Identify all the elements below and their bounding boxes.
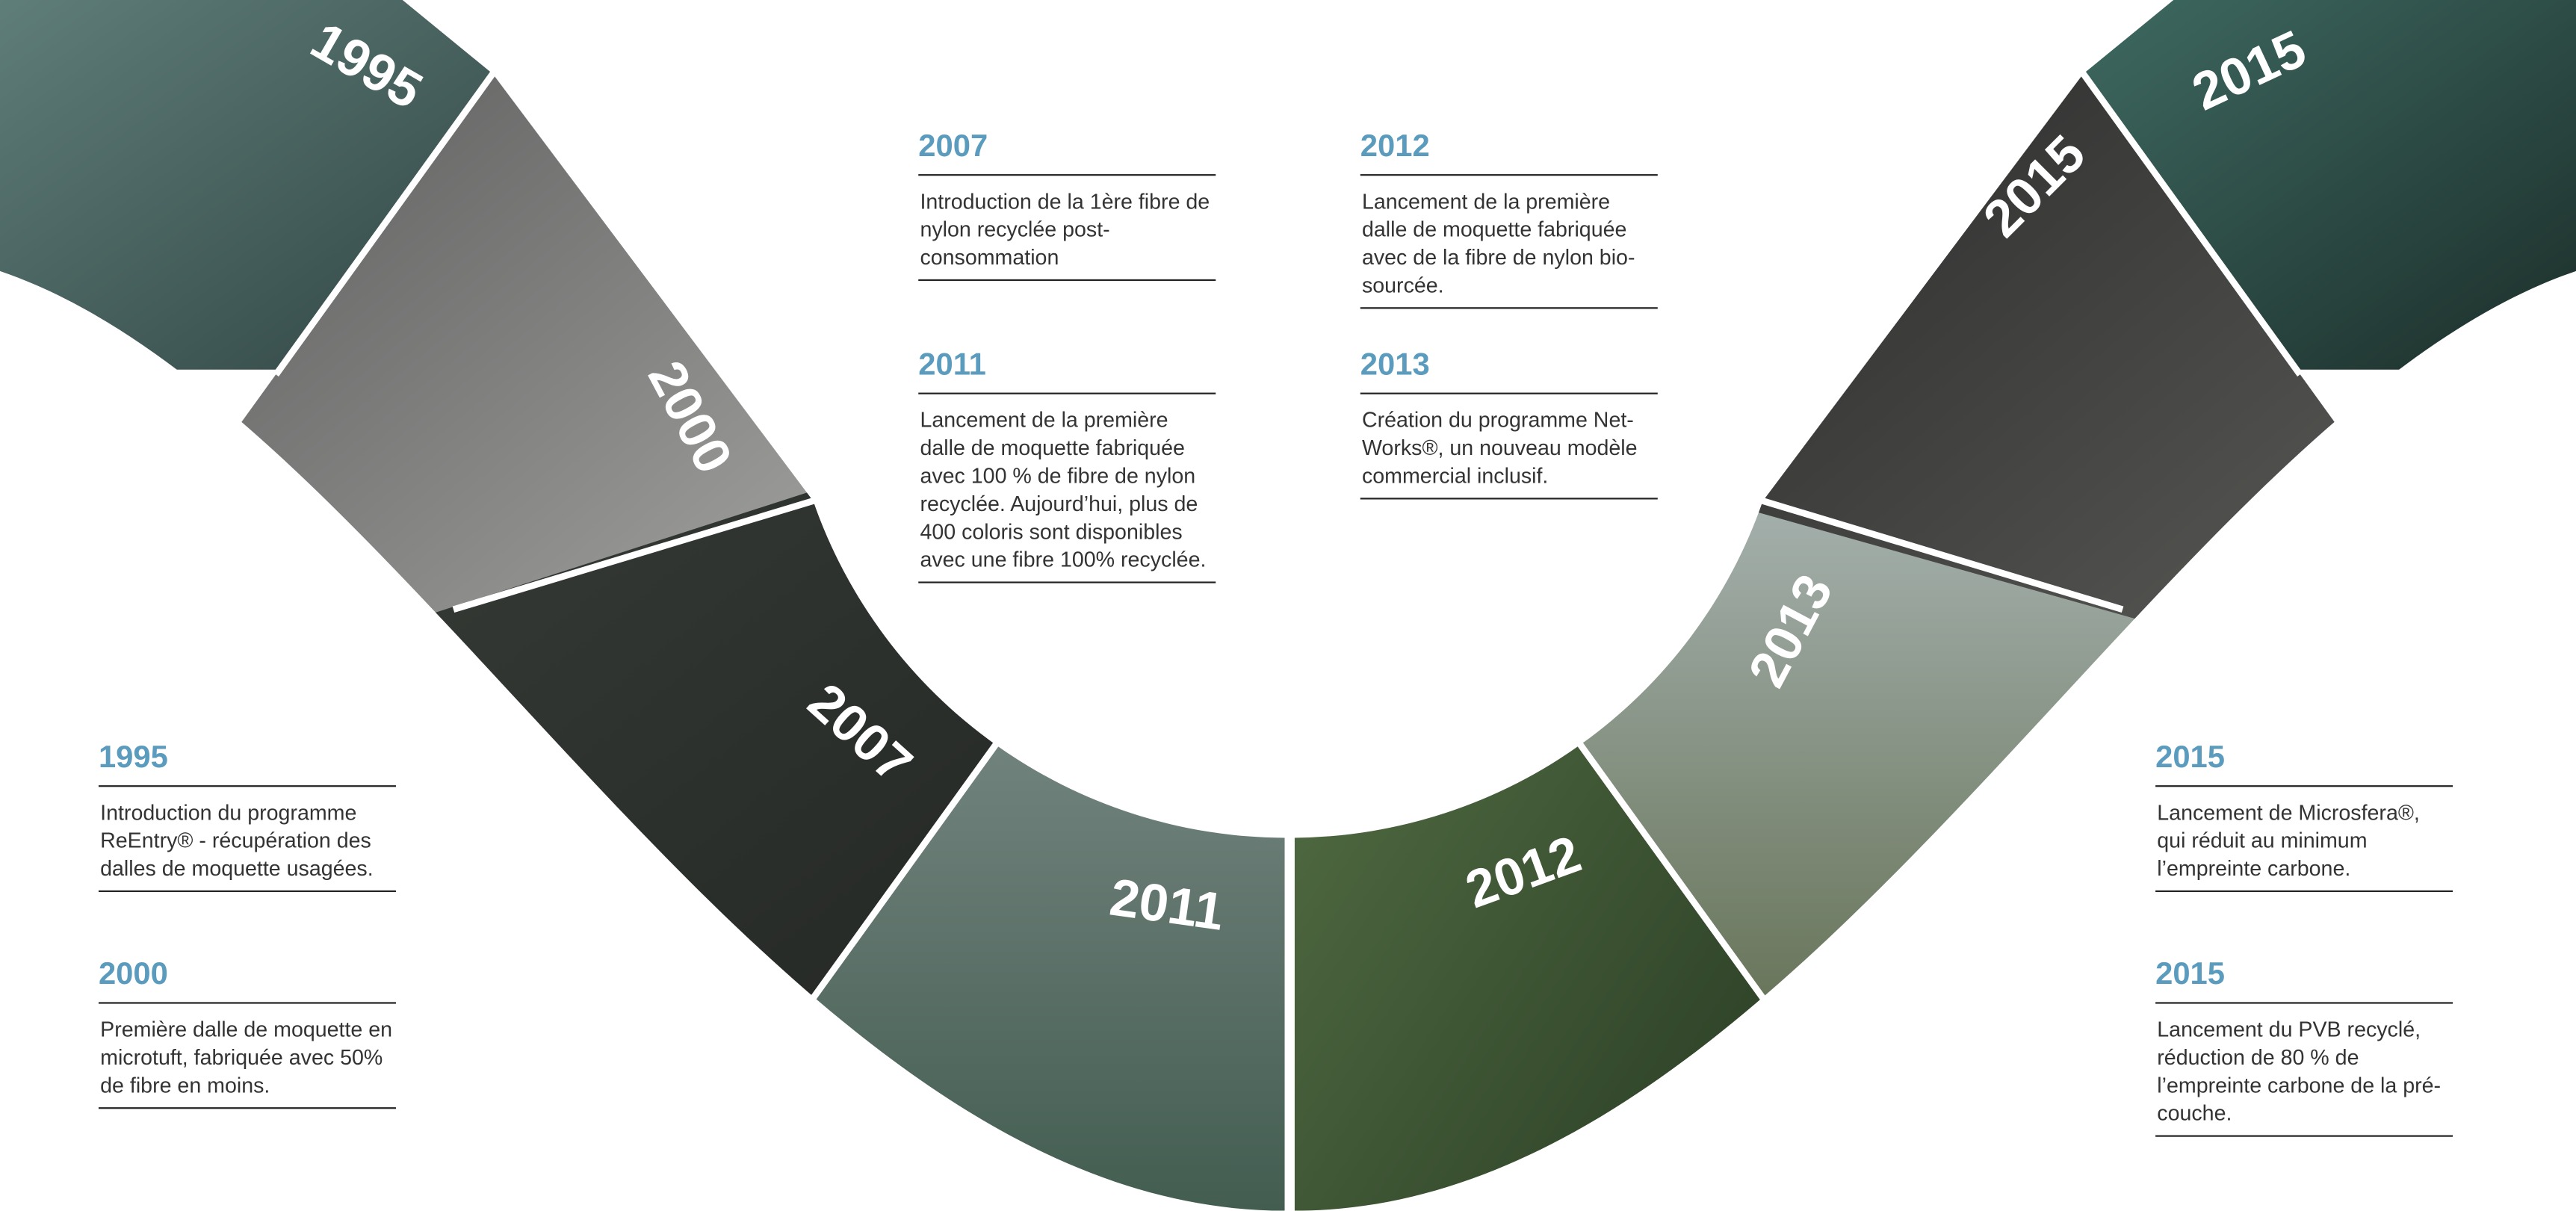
- entry-text: Création du programme Net-Works®, un nou…: [1360, 394, 1658, 500]
- entry-text: Lancement de la première dalle de moquet…: [918, 394, 1216, 583]
- entry-year: 2015: [2155, 743, 2453, 787]
- entry-text: Lancement du PVB recyclé, réduction de 8…: [2155, 1004, 2453, 1137]
- entry-year: 2013: [1360, 350, 1658, 394]
- entry-year: 1995: [99, 743, 396, 787]
- page: 1995 2000 2007 2011 2012 2013 2015 2015 1995Int…: [0, 0, 2576, 1210]
- entry-text: Introduction du programme ReEntry® - réc…: [99, 787, 396, 892]
- entry-text: Première dalle de moquette en microtuft,…: [99, 1004, 396, 1109]
- entry-text: Introduction de la 1ère fibre de nylon r…: [918, 176, 1216, 281]
- entry-year: 2011: [918, 350, 1216, 394]
- entry-text: Lancement de Microsfera®, qui réduit au …: [2155, 787, 2453, 892]
- entry-year: 2000: [99, 959, 396, 1003]
- stage: 1995 2000 2007 2011 2012 2013 2015 2015 1995Int…: [0, 0, 2576, 1211]
- entry-year: 2007: [918, 131, 1216, 176]
- entry-text: Lancement de la première dalle de moquet…: [1360, 176, 1658, 309]
- entry-year: 2015: [2155, 959, 2453, 1003]
- entry-year: 2012: [1360, 131, 1658, 176]
